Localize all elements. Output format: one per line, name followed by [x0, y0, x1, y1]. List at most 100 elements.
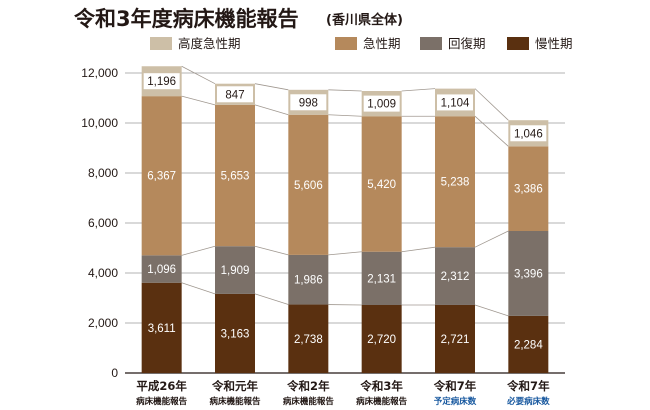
value-labels: 3,611 1,096 6,367 1,196 3,163 1,909 5,653 847 2,…	[143, 73, 547, 351]
value-label-0-2: 6,367	[147, 171, 176, 183]
legend-swatch-3	[507, 37, 529, 50]
x-category-label-2: 令和2年	[286, 379, 330, 393]
y-tick-label-5: 10,000	[81, 116, 118, 130]
connector-4-1	[474, 304, 509, 317]
value-label-0-0: 3,611	[148, 323, 176, 335]
chart-subtitle: (香川県全体)	[326, 12, 403, 28]
value-box-4-3	[437, 94, 473, 111]
bar-1-1	[215, 246, 255, 294]
bar-3-2	[361, 116, 402, 252]
bar-2-2	[288, 114, 329, 255]
x-category-sublabel-0: 病床機能報告	[136, 396, 188, 407]
value-label-1-2: 5,653	[221, 171, 250, 183]
value-label-5-2: 3,386	[514, 184, 543, 196]
bar-0-1	[141, 255, 182, 283]
y-tick-label-0: 0	[111, 366, 118, 380]
bar-1-2	[215, 104, 255, 247]
x-category-sublabel-1: 病床機能報告	[209, 396, 261, 407]
x-category-sublabel-4: 予定病床数	[434, 396, 477, 407]
bar-4-2	[435, 116, 475, 248]
value-label-5-0: 2,284	[514, 339, 543, 351]
connector-2-2	[328, 251, 362, 256]
value-label-1-0: 3,163	[221, 328, 250, 340]
value-label-2-3: 998	[299, 97, 318, 109]
value-label-1-1: 1,909	[221, 265, 250, 277]
bar-3-1	[361, 251, 402, 305]
y-tick-label-4: 8,000	[88, 166, 118, 180]
x-category-sublabel-3: 病床機能報告	[356, 396, 408, 407]
value-label-5-3: 1,046	[514, 128, 543, 140]
connector-3-2	[401, 246, 436, 253]
connector-3-4	[401, 88, 436, 92]
value-box-3-3	[363, 95, 400, 112]
value-label-2-2: 5,606	[294, 180, 323, 192]
bars	[141, 66, 549, 373]
x-category-label-5: 令和7年	[506, 379, 550, 393]
value-label-3-1: 2,131	[367, 273, 396, 285]
legend-swatch-1	[335, 37, 357, 50]
legend-label-3: 慢性期	[535, 36, 573, 51]
x-category-label-3: 令和3年	[359, 379, 403, 393]
bar-5-1	[508, 231, 549, 316]
connector-4-2	[474, 230, 509, 248]
connector-4-4	[474, 88, 509, 121]
chart-title: 令和3年度病床機能報告	[74, 7, 299, 31]
value-box-2-3	[290, 94, 327, 111]
y-tick-label-1: 2,000	[88, 316, 118, 330]
value-box-5-3	[510, 125, 547, 142]
legend-label-1: 急性期	[363, 36, 401, 51]
legend-swatch-0	[150, 37, 172, 50]
connector-1-2	[254, 245, 289, 256]
x-category-sublabel-2: 病床機能報告	[283, 396, 335, 407]
connector-1-3	[254, 104, 289, 116]
value-label-3-0: 2,720	[367, 334, 396, 346]
bar-2-1	[288, 254, 329, 305]
connector-0-2	[181, 245, 216, 256]
connector-1-4	[254, 83, 289, 91]
value-label-3-3: 1,009	[367, 99, 396, 111]
axes: 0 2,000 4,000 6,000 8,000 10,000 12,000 平成26年病床…	[81, 66, 550, 407]
value-label-0-3: 1,196	[147, 76, 176, 88]
legend: 高度急性期 急性期 回復期 慢性期	[150, 36, 573, 51]
connector-4-3	[474, 115, 509, 147]
bar-2-0	[288, 304, 329, 373]
value-label-4-1: 2,312	[441, 271, 470, 283]
x-category-sublabel-5: 必要病床数	[506, 396, 550, 407]
connector-2-3	[328, 114, 362, 117]
bar-4-0	[435, 304, 475, 373]
value-label-4-0: 2,721	[441, 334, 470, 346]
grid-lines	[125, 72, 565, 374]
bar-1-0	[215, 293, 255, 373]
x-category-label-1: 令和元年	[211, 379, 258, 393]
value-label-2-0: 2,738	[294, 334, 323, 346]
connector-0-3	[181, 95, 216, 106]
y-tick-label-2: 4,000	[88, 266, 118, 280]
bar-4-1	[435, 247, 475, 305]
connector-1-1	[254, 293, 289, 305]
value-box-1-3	[217, 86, 253, 103]
value-label-1-3: 847	[225, 89, 244, 101]
value-label-4-2: 5,238	[441, 177, 470, 189]
legend-label-0: 高度急性期	[178, 36, 241, 51]
bar-5-2	[508, 146, 549, 231]
y-tick-label-3: 6,000	[88, 216, 118, 230]
x-category-label-0: 平成26年	[136, 379, 187, 393]
connector-0-4	[181, 65, 216, 85]
connector-lines	[181, 65, 509, 317]
value-box-0-3	[143, 73, 180, 90]
value-label-5-1: 3,396	[514, 268, 543, 280]
bar-0-2	[141, 96, 182, 256]
connector-2-4	[328, 89, 362, 92]
y-tick-label-6: 12,000	[81, 66, 118, 80]
connector-0-1	[181, 282, 216, 295]
bar-3-0	[361, 305, 402, 373]
value-label-3-2: 5,420	[367, 179, 396, 191]
bar-5-0	[508, 315, 549, 373]
bar-0-0	[141, 282, 182, 373]
value-label-2-1: 1,986	[294, 275, 323, 287]
value-label-0-1: 1,096	[147, 264, 176, 276]
legend-label-2: 回復期	[448, 36, 486, 51]
legend-swatch-2	[420, 37, 442, 50]
